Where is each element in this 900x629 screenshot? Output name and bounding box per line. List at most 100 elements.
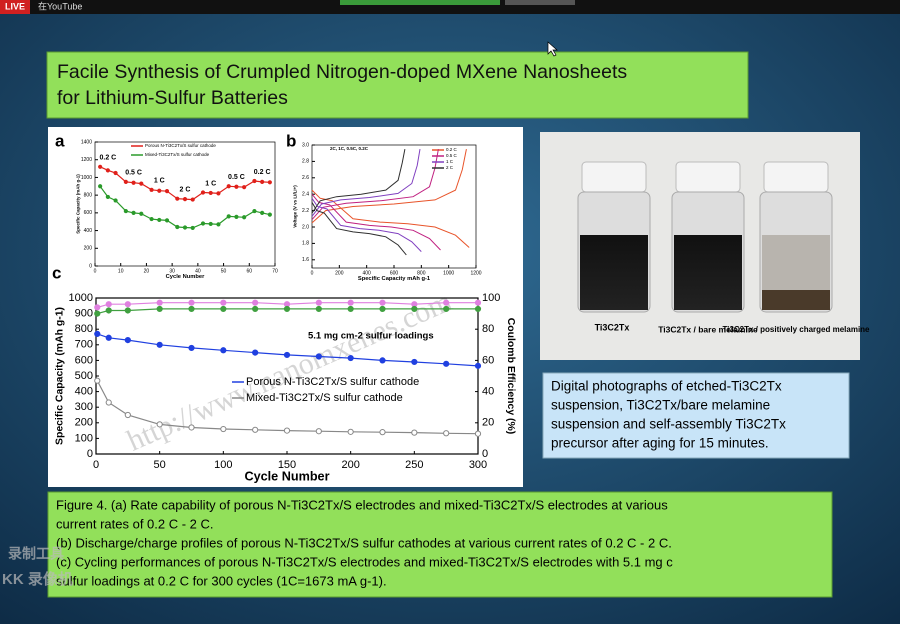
rate-label: 0.5 C: [228, 174, 245, 181]
photo-caption-box: [542, 372, 850, 459]
data-point: [474, 430, 482, 437]
data-point: [105, 307, 112, 314]
series-line: [311, 149, 470, 248]
data-point: [226, 214, 231, 219]
y2-tick-label: 100: [482, 292, 500, 304]
data-point: [156, 305, 163, 313]
top-button[interactable]: [505, 0, 575, 5]
data-point: [315, 428, 322, 435]
x-tick-label: 50: [154, 459, 166, 471]
data-point: [94, 304, 101, 311]
legend-label: Porous N-Ti3C2Tx/S sulfur cathode: [246, 376, 419, 388]
data-point: [182, 197, 188, 202]
legend-label: Porous N-Ti3C2Tx/S sulfur cathode: [145, 143, 216, 148]
y-axis-title: Specific Capacity (mAh g-1): [54, 307, 65, 445]
y2-axis-title: Coulomb Efficiency (%): [505, 318, 516, 435]
title-line: Facile Synthesis of Crumpled Nitrogen-do…: [57, 61, 627, 83]
rate-label: 1 C: [205, 180, 216, 187]
x-tick-label: 60: [247, 268, 253, 274]
cursor: [547, 41, 558, 57]
title-line: for Lithium-Sulfur Batteries: [57, 87, 288, 109]
top-button[interactable]: [340, 0, 500, 5]
data-point: [94, 310, 101, 317]
data-point: [208, 190, 213, 196]
legend-label: Mixed-Ti3C2Tx/S sulfur cathode: [145, 152, 210, 157]
data-point: [379, 305, 386, 313]
data-point: [156, 341, 163, 348]
data-point: [200, 221, 206, 226]
x-tick-label: 250: [405, 459, 423, 471]
data-point: [252, 305, 259, 313]
series-line: [311, 149, 407, 256]
data-point: [411, 358, 418, 366]
data-point: [105, 399, 112, 406]
y2-tick-label: 0: [482, 448, 488, 460]
y-tick-label: 400: [84, 228, 93, 234]
data-point: [252, 208, 257, 214]
x-tick-label: 70: [272, 268, 278, 274]
data-point: [105, 301, 112, 308]
data-point: [131, 210, 136, 215]
data-point: [260, 210, 265, 215]
data-point: [234, 214, 239, 219]
y-tick-label: 1000: [69, 292, 93, 304]
y-tick-label: 200: [84, 246, 93, 252]
y-tick-label: 2.2: [302, 208, 309, 214]
data-point: [347, 354, 354, 362]
x-tick-label: 0: [93, 459, 99, 471]
live-text: LIVE: [5, 1, 25, 11]
x-axis-title: Specific Capacity mAh g-1: [358, 276, 431, 282]
source-text[interactable]: 在YouTube: [38, 0, 82, 11]
data-point: [98, 184, 103, 189]
data-point: [443, 299, 450, 306]
data-point: [220, 425, 227, 433]
x-tick-label: 150: [278, 459, 296, 471]
data-point: [347, 299, 354, 306]
data-point: [139, 181, 144, 186]
legend-label: 2 C: [446, 165, 454, 170]
rate-label: 0.2 C: [254, 169, 271, 176]
caption-line: (c) Cycling performances of porous N-Ti3…: [56, 554, 673, 569]
caption-line: current rates of 0.2 C - 2 C.: [56, 516, 214, 531]
data-point: [283, 351, 291, 359]
title-box: [46, 51, 749, 119]
data-point: [188, 299, 195, 306]
data-point: [443, 360, 450, 367]
legend-label: 1 C: [446, 159, 454, 164]
x-tick-label: 200: [335, 270, 344, 276]
y-tick-label: 1200: [81, 157, 92, 163]
data-point: [164, 189, 170, 194]
data-point: [105, 334, 112, 341]
x-axis-title: Cycle Number: [244, 469, 329, 483]
data-point: [200, 190, 206, 195]
data-point: [124, 301, 131, 308]
rate-label: 1 C: [154, 178, 165, 185]
caption-box: [47, 491, 833, 598]
overlay-text: 录制工具: [8, 546, 64, 562]
data-point: [234, 184, 239, 189]
y-tick-label: 600: [75, 354, 93, 366]
data-point: [182, 225, 188, 230]
data-point: [156, 299, 163, 306]
series-line: [311, 149, 441, 251]
data-point: [220, 299, 227, 306]
x-tick-label: 100: [214, 459, 232, 471]
top-bar: [0, 0, 900, 14]
data-point: [379, 429, 386, 436]
data-point: [267, 180, 272, 185]
data-point: [315, 299, 322, 306]
data-point: [188, 344, 195, 352]
data-point: [98, 164, 103, 169]
x-tick-label: 600: [390, 270, 399, 276]
y-tick-label: 0: [87, 448, 93, 460]
live-badge[interactable]: [0, 0, 30, 14]
data-point: [149, 216, 154, 222]
data-point: [411, 429, 418, 436]
rate-label: 0.5 C: [125, 170, 142, 177]
data-point: [156, 421, 163, 428]
data-point: [124, 411, 131, 419]
x-tick-label: 0: [311, 270, 314, 276]
legend-label: 0.5 C: [446, 153, 458, 158]
